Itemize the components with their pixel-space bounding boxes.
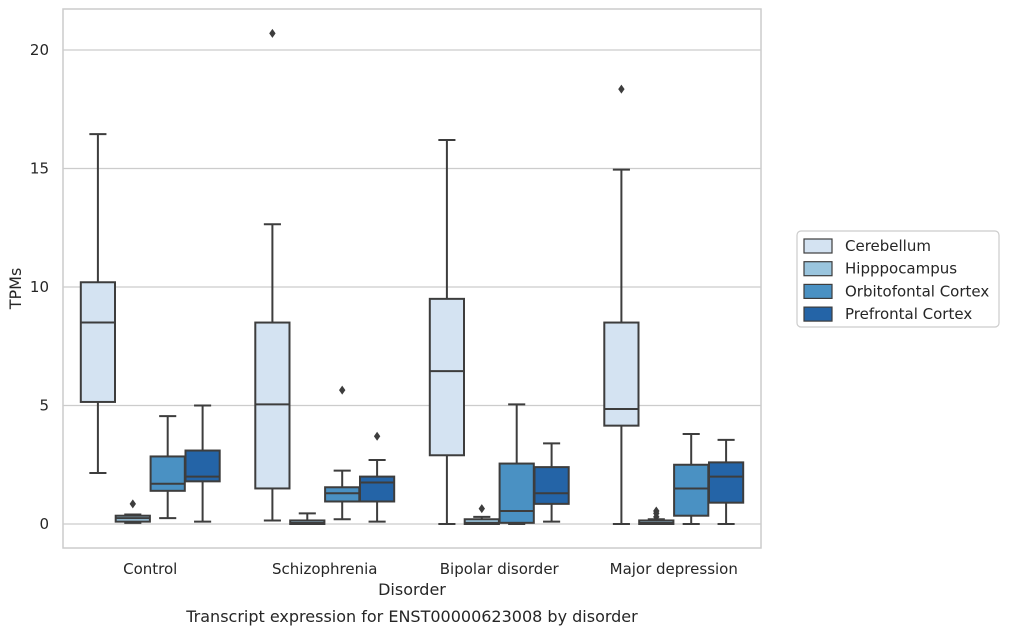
legend-label: Cerebellum xyxy=(845,237,931,255)
box-1-3 xyxy=(638,506,675,526)
y-axis-ticks: 0 5 10 15 20 xyxy=(30,41,49,533)
outlier-point xyxy=(339,385,346,395)
box-2-2 xyxy=(498,403,535,525)
box-iqr xyxy=(254,321,291,490)
y-axis-label: TPMs xyxy=(6,268,25,311)
y-tick-label: 10 xyxy=(30,278,49,296)
box-iqr xyxy=(498,462,535,524)
box-iqr xyxy=(428,297,466,457)
legend-swatch xyxy=(803,238,833,254)
y-tick-label: 20 xyxy=(30,41,49,59)
outlier-point xyxy=(269,28,276,38)
box-iqr xyxy=(324,486,361,503)
legend-swatch xyxy=(803,283,833,299)
x-tick-label: Control xyxy=(123,560,177,578)
x-axis-ticks: Control Schizophrenia Bipolar disorder Majo… xyxy=(123,560,738,578)
box-3-3 xyxy=(707,438,745,525)
y-tick-label: 5 xyxy=(39,397,49,415)
legend-label: Hipppocampus xyxy=(845,260,957,278)
chart-caption: Transcript expression for ENST0000062300… xyxy=(185,607,638,626)
y-tick-label: 0 xyxy=(39,515,49,533)
legend-item: Cerebellum xyxy=(803,237,931,255)
legend-label: Prefrontal Cortex xyxy=(845,305,972,323)
box-1-2 xyxy=(463,504,500,526)
box-0-1 xyxy=(254,28,291,522)
box-iqr xyxy=(603,321,640,427)
box-iqr xyxy=(533,466,570,505)
outlier-point xyxy=(618,84,625,94)
box-0-3 xyxy=(603,84,640,525)
box-iqr xyxy=(79,281,117,403)
legend-item: Hipppocampus xyxy=(803,260,957,278)
plot-frame xyxy=(62,8,762,549)
outlier-point xyxy=(373,431,381,441)
legend-label: Orbitofontal Cortex xyxy=(845,282,989,300)
legend-item: Orbitofontal Cortex xyxy=(803,282,989,300)
box-iqr xyxy=(149,455,186,492)
box-3-1 xyxy=(358,431,396,523)
outlier-point xyxy=(129,499,136,509)
plot-area xyxy=(79,28,745,526)
box-2-3 xyxy=(673,432,710,525)
box-iqr xyxy=(673,463,710,517)
x-axis-label: Disorder xyxy=(378,580,446,599)
box-2-0 xyxy=(149,415,186,520)
box-iqr xyxy=(358,475,396,503)
box-iqr xyxy=(707,461,745,504)
box-3-2 xyxy=(533,442,570,523)
outlier-point xyxy=(478,504,485,514)
x-tick-label: Schizophrenia xyxy=(272,560,377,578)
box-1-1 xyxy=(289,512,326,526)
legend-frame xyxy=(796,230,1000,328)
legend-swatch xyxy=(803,261,833,277)
box-0-0 xyxy=(79,133,117,475)
box-0-2 xyxy=(428,139,466,525)
legend: Cerebellum Hipppocampus Orbitofontal Corte… xyxy=(796,230,1000,328)
outlier-point xyxy=(653,506,660,516)
box-3-0 xyxy=(184,404,221,523)
x-tick-label: Major depression xyxy=(610,560,738,578)
y-tick-label: 15 xyxy=(30,160,49,178)
legend-swatch xyxy=(803,306,833,322)
box-1-0 xyxy=(114,499,151,524)
legend-item: Prefrontal Cortex xyxy=(803,305,972,323)
x-tick-label: Bipolar disorder xyxy=(440,560,560,578)
box-2-1 xyxy=(324,385,361,521)
